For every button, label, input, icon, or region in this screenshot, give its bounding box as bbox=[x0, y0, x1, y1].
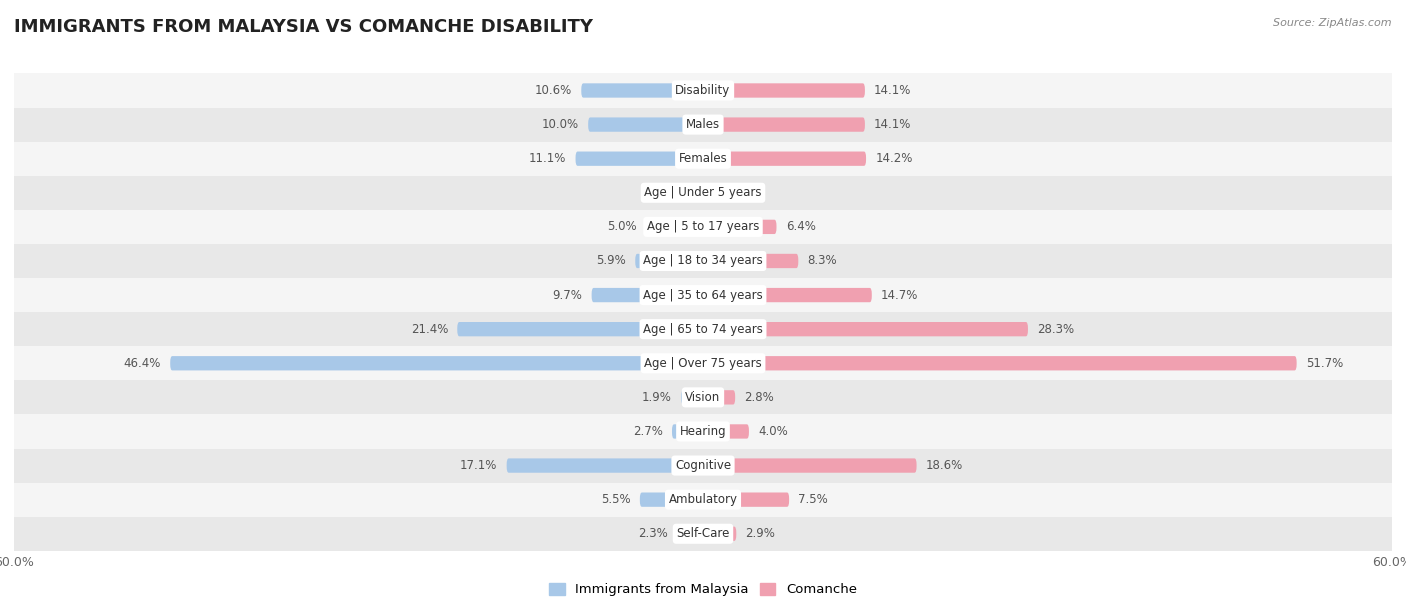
Text: 28.3%: 28.3% bbox=[1038, 323, 1074, 335]
FancyBboxPatch shape bbox=[581, 83, 703, 98]
Text: 14.1%: 14.1% bbox=[875, 84, 911, 97]
FancyBboxPatch shape bbox=[703, 390, 735, 405]
FancyBboxPatch shape bbox=[703, 356, 1296, 370]
Text: 2.7%: 2.7% bbox=[633, 425, 662, 438]
Text: 14.2%: 14.2% bbox=[875, 152, 912, 165]
FancyBboxPatch shape bbox=[703, 254, 799, 268]
FancyBboxPatch shape bbox=[640, 493, 703, 507]
Text: Disability: Disability bbox=[675, 84, 731, 97]
Text: Age | 5 to 17 years: Age | 5 to 17 years bbox=[647, 220, 759, 233]
Text: 1.2%: 1.2% bbox=[725, 186, 756, 200]
Text: 14.7%: 14.7% bbox=[882, 289, 918, 302]
Text: Hearing: Hearing bbox=[679, 425, 727, 438]
Text: Age | 35 to 64 years: Age | 35 to 64 years bbox=[643, 289, 763, 302]
Bar bbox=[14, 346, 1392, 380]
Text: 14.1%: 14.1% bbox=[875, 118, 911, 131]
Text: Source: ZipAtlas.com: Source: ZipAtlas.com bbox=[1274, 18, 1392, 28]
Bar bbox=[14, 380, 1392, 414]
FancyBboxPatch shape bbox=[672, 424, 703, 439]
Text: 18.6%: 18.6% bbox=[925, 459, 963, 472]
Bar bbox=[14, 517, 1392, 551]
FancyBboxPatch shape bbox=[703, 526, 737, 541]
FancyBboxPatch shape bbox=[588, 118, 703, 132]
FancyBboxPatch shape bbox=[575, 152, 703, 166]
Text: 8.3%: 8.3% bbox=[807, 255, 837, 267]
Text: 21.4%: 21.4% bbox=[411, 323, 449, 335]
Text: 10.0%: 10.0% bbox=[541, 118, 579, 131]
Bar bbox=[14, 414, 1392, 449]
FancyBboxPatch shape bbox=[506, 458, 703, 472]
FancyBboxPatch shape bbox=[636, 254, 703, 268]
Bar bbox=[14, 73, 1392, 108]
Text: Age | Under 5 years: Age | Under 5 years bbox=[644, 186, 762, 200]
Bar bbox=[14, 483, 1392, 517]
Text: Age | Over 75 years: Age | Over 75 years bbox=[644, 357, 762, 370]
Text: 1.9%: 1.9% bbox=[643, 391, 672, 404]
Text: 2.8%: 2.8% bbox=[744, 391, 775, 404]
Text: 9.7%: 9.7% bbox=[553, 289, 582, 302]
FancyBboxPatch shape bbox=[703, 83, 865, 98]
Text: IMMIGRANTS FROM MALAYSIA VS COMANCHE DISABILITY: IMMIGRANTS FROM MALAYSIA VS COMANCHE DIS… bbox=[14, 18, 593, 36]
FancyBboxPatch shape bbox=[592, 288, 703, 302]
Text: 46.4%: 46.4% bbox=[124, 357, 162, 370]
Bar bbox=[14, 108, 1392, 141]
Text: 51.7%: 51.7% bbox=[1306, 357, 1343, 370]
FancyBboxPatch shape bbox=[645, 220, 703, 234]
FancyBboxPatch shape bbox=[170, 356, 703, 370]
Text: 11.1%: 11.1% bbox=[529, 152, 567, 165]
FancyBboxPatch shape bbox=[676, 526, 703, 541]
Bar bbox=[14, 141, 1392, 176]
FancyBboxPatch shape bbox=[703, 220, 776, 234]
FancyBboxPatch shape bbox=[703, 458, 917, 472]
Bar bbox=[14, 449, 1392, 483]
FancyBboxPatch shape bbox=[457, 322, 703, 337]
Bar bbox=[14, 176, 1392, 210]
FancyBboxPatch shape bbox=[703, 288, 872, 302]
FancyBboxPatch shape bbox=[703, 118, 865, 132]
Text: 10.6%: 10.6% bbox=[534, 84, 572, 97]
Text: Females: Females bbox=[679, 152, 727, 165]
Text: Ambulatory: Ambulatory bbox=[668, 493, 738, 506]
Text: 5.5%: 5.5% bbox=[600, 493, 631, 506]
FancyBboxPatch shape bbox=[681, 390, 703, 405]
Text: 5.9%: 5.9% bbox=[596, 255, 626, 267]
Text: 2.9%: 2.9% bbox=[745, 528, 775, 540]
Text: 2.3%: 2.3% bbox=[638, 528, 668, 540]
Text: 5.0%: 5.0% bbox=[607, 220, 637, 233]
Text: Males: Males bbox=[686, 118, 720, 131]
Bar bbox=[14, 210, 1392, 244]
Bar bbox=[14, 278, 1392, 312]
Text: Age | 65 to 74 years: Age | 65 to 74 years bbox=[643, 323, 763, 335]
Text: 17.1%: 17.1% bbox=[460, 459, 498, 472]
Text: Cognitive: Cognitive bbox=[675, 459, 731, 472]
FancyBboxPatch shape bbox=[703, 185, 717, 200]
FancyBboxPatch shape bbox=[703, 322, 1028, 337]
Text: Self-Care: Self-Care bbox=[676, 528, 730, 540]
Text: 6.4%: 6.4% bbox=[786, 220, 815, 233]
Text: Vision: Vision bbox=[685, 391, 721, 404]
FancyBboxPatch shape bbox=[703, 493, 789, 507]
Text: 4.0%: 4.0% bbox=[758, 425, 787, 438]
Legend: Immigrants from Malaysia, Comanche: Immigrants from Malaysia, Comanche bbox=[544, 578, 862, 602]
FancyBboxPatch shape bbox=[703, 424, 749, 439]
Text: 7.5%: 7.5% bbox=[799, 493, 828, 506]
Bar bbox=[14, 244, 1392, 278]
FancyBboxPatch shape bbox=[690, 185, 703, 200]
Text: 1.1%: 1.1% bbox=[651, 186, 681, 200]
Text: Age | 18 to 34 years: Age | 18 to 34 years bbox=[643, 255, 763, 267]
FancyBboxPatch shape bbox=[703, 152, 866, 166]
Bar bbox=[14, 312, 1392, 346]
